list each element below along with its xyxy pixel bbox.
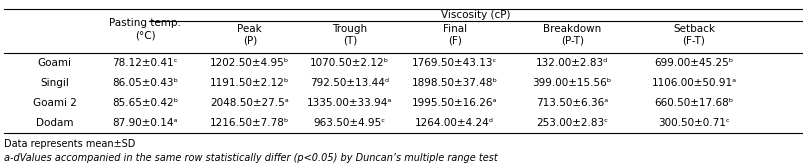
Text: 85.65±0.42ᵇ: 85.65±0.42ᵇ (112, 98, 178, 108)
Text: Viscosity (cP): Viscosity (cP) (441, 10, 510, 20)
Text: 1264.00±4.24ᵈ: 1264.00±4.24ᵈ (415, 118, 494, 128)
Text: Goami 2: Goami 2 (33, 98, 77, 108)
Text: Goami: Goami (38, 58, 72, 68)
Text: Data represents mean±SD: Data represents mean±SD (4, 139, 135, 149)
Text: 1070.50±2.12ᵇ: 1070.50±2.12ᵇ (310, 58, 389, 68)
Text: Setback
(F-T): Setback (F-T) (673, 24, 715, 46)
Text: 963.50±4.95ᶜ: 963.50±4.95ᶜ (314, 118, 386, 128)
Text: 1106.00±50.91ᵃ: 1106.00±50.91ᵃ (651, 78, 737, 88)
Text: 699.00±45.25ᵇ: 699.00±45.25ᵇ (654, 58, 733, 68)
Text: 1216.50±7.78ᵇ: 1216.50±7.78ᵇ (210, 118, 289, 128)
Text: Final
(F): Final (F) (442, 24, 467, 46)
Text: 399.00±15.56ᵇ: 399.00±15.56ᵇ (533, 78, 612, 88)
Text: 2048.50±27.5ᵃ: 2048.50±27.5ᵃ (210, 98, 289, 108)
Text: 1191.50±2.12ᵇ: 1191.50±2.12ᵇ (210, 78, 289, 88)
Text: 86.05±0.43ᵇ: 86.05±0.43ᵇ (112, 78, 178, 88)
Text: 253.00±2.83ᶜ: 253.00±2.83ᶜ (536, 118, 609, 128)
Text: 87.90±0.14ᵃ: 87.90±0.14ᵃ (112, 118, 178, 128)
Text: 1335.00±33.94ᵃ: 1335.00±33.94ᵃ (307, 98, 393, 108)
Text: 1202.50±4.95ᵇ: 1202.50±4.95ᵇ (210, 58, 289, 68)
Text: Trough
(T): Trough (T) (332, 24, 368, 46)
Text: Singil: Singil (40, 78, 69, 88)
Text: 660.50±17.68ᵇ: 660.50±17.68ᵇ (654, 98, 733, 108)
Text: Pasting temp.
(°C): Pasting temp. (°C) (109, 18, 181, 40)
Text: 78.12±0.41ᶜ: 78.12±0.41ᶜ (112, 58, 178, 68)
Text: 713.50±6.36ᵃ: 713.50±6.36ᵃ (536, 98, 609, 108)
Text: Peak
(P): Peak (P) (238, 24, 262, 46)
Text: 1995.50±16.26ᵃ: 1995.50±16.26ᵃ (412, 98, 497, 108)
Text: a-dValues accompanied in the same row statistically differ (p<0.05) by Duncan’s : a-dValues accompanied in the same row st… (4, 153, 498, 163)
Text: 1898.50±37.48ᵇ: 1898.50±37.48ᵇ (412, 78, 497, 88)
Text: Breakdown
(P-T): Breakdown (P-T) (543, 24, 601, 46)
Text: 132.00±2.83ᵈ: 132.00±2.83ᵈ (536, 58, 609, 68)
Text: 300.50±0.71ᶜ: 300.50±0.71ᶜ (658, 118, 730, 128)
Text: 792.50±13.44ᵈ: 792.50±13.44ᵈ (310, 78, 389, 88)
Text: Dodam: Dodam (36, 118, 73, 128)
Text: 1769.50±43.13ᶜ: 1769.50±43.13ᶜ (412, 58, 497, 68)
